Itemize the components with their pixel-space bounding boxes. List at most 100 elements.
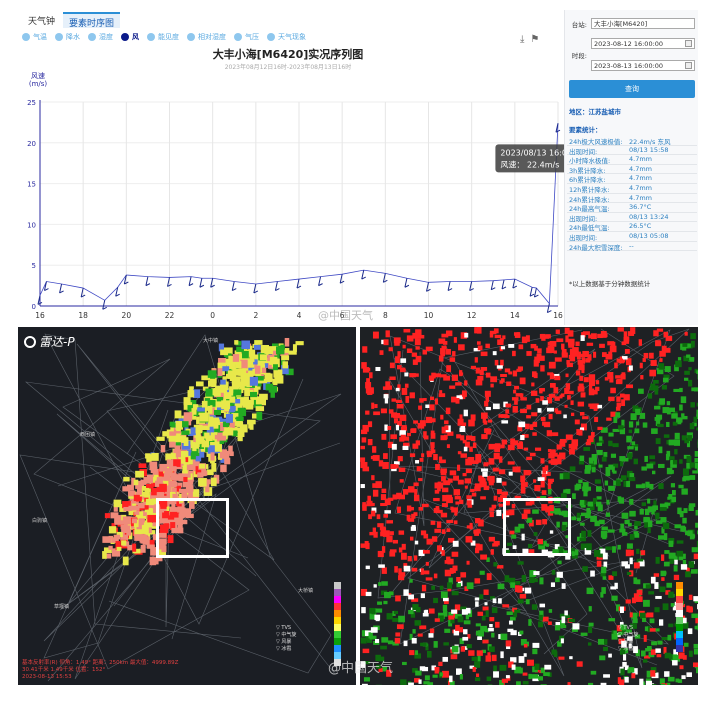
- element-toggle[interactable]: 相对湿度: [187, 32, 226, 42]
- velocity-cell: [390, 464, 396, 469]
- velocity-cell: [500, 374, 507, 378]
- boundary-line: [44, 333, 304, 639]
- velocity-cell: [408, 682, 414, 685]
- calendar-icon[interactable]: [685, 62, 692, 69]
- velocity-cell: [471, 656, 478, 661]
- velocity-cell: [532, 578, 538, 583]
- velocity-cell: [646, 463, 654, 469]
- velocity-cell: [459, 414, 463, 421]
- velocity-cell: [567, 338, 575, 346]
- velocity-cell: [381, 567, 387, 574]
- velocity-cell: [444, 425, 449, 431]
- velocity-cell: [608, 432, 614, 437]
- velocity-cell: [586, 342, 594, 346]
- element-toggle[interactable]: 能见度: [147, 32, 179, 42]
- velocity-cell: [521, 434, 529, 438]
- velocity-cell: [604, 480, 609, 486]
- echo-cell: [219, 439, 225, 445]
- velocity-cell: [505, 403, 512, 408]
- velocity-cell: [411, 513, 416, 519]
- velocity-cell: [479, 369, 484, 376]
- echo-cell: [147, 514, 157, 523]
- velocity-cell: [399, 479, 404, 483]
- velocity-cell: [628, 421, 634, 428]
- echo-cell: [195, 426, 202, 434]
- velocity-cell: [378, 582, 382, 586]
- query-button[interactable]: 查询: [569, 80, 695, 98]
- velocity-cell: [384, 424, 388, 431]
- time-start-input[interactable]: 2023-08-12 16:00:00: [591, 38, 695, 49]
- velocity-cell: [561, 583, 566, 589]
- velocity-cell: [563, 489, 568, 493]
- velocity-cell: [594, 549, 601, 557]
- element-toggle[interactable]: 气温: [22, 32, 47, 42]
- velocity-cell: [474, 483, 482, 488]
- velocity-cell: [695, 667, 698, 674]
- velocity-cell: [456, 395, 463, 400]
- velocity-cell: [620, 523, 624, 529]
- echo-cell: [170, 522, 176, 531]
- velocity-cell: [621, 531, 628, 536]
- echo-cell: [134, 510, 140, 515]
- wind-barb-flag: [534, 294, 539, 298]
- velocity-cell: [575, 341, 580, 347]
- echo-cell: [181, 455, 186, 464]
- velocity-cell: [547, 341, 553, 346]
- velocity-cell: [689, 423, 695, 430]
- velocity-cell: [570, 443, 578, 450]
- velocity-cell: [445, 330, 453, 337]
- calendar-icon[interactable]: [685, 40, 692, 47]
- velocity-cell: [689, 462, 695, 468]
- velocity-cell: [592, 497, 598, 505]
- velocity-cell: [591, 467, 596, 473]
- velocity-cell: [534, 356, 540, 363]
- stats-value: 4.7mm: [629, 183, 653, 192]
- toolbox-icon[interactable]: ⚑: [530, 34, 540, 45]
- velocity-cell: [419, 457, 424, 462]
- stats-value: --: [629, 241, 634, 250]
- station-input[interactable]: 大丰小海[M6420]: [591, 18, 695, 29]
- velocity-cell: [395, 595, 401, 602]
- download-icon[interactable]: ⤓: [520, 34, 525, 45]
- velocity-cell: [679, 404, 683, 411]
- element-toggle[interactable]: 气压: [234, 32, 259, 42]
- echo-cell: [115, 541, 121, 550]
- element-toggle[interactable]: 风: [121, 32, 139, 42]
- time-end-input[interactable]: 2023-08-13 16:00:00: [591, 60, 695, 71]
- velocity-cell: [565, 555, 571, 560]
- tab-element-timeseries[interactable]: 要素时序图: [63, 12, 121, 29]
- echo-cell: [255, 406, 265, 412]
- wind-barb: [361, 269, 365, 280]
- echo-cell: [174, 445, 181, 450]
- y-tick-label: 0: [32, 303, 36, 311]
- velocity-cell: [631, 597, 636, 604]
- velocity-cell: [455, 382, 462, 386]
- element-toggle[interactable]: 湿度: [88, 32, 113, 42]
- velocity-cell: [395, 399, 402, 404]
- velocity-cell: [564, 404, 568, 408]
- velocity-cell: [387, 640, 394, 645]
- velocity-cell: [620, 624, 627, 631]
- velocity-cell: [653, 500, 657, 507]
- velocity-cell: [626, 384, 633, 389]
- element-toggle[interactable]: 降水: [55, 32, 80, 42]
- velocity-cell: [420, 530, 427, 536]
- velocity-cell: [360, 661, 366, 668]
- velocity-cell: [483, 589, 489, 595]
- velocity-cell: [489, 623, 493, 628]
- velocity-cell: [425, 643, 429, 651]
- velocity-cell: [511, 664, 516, 670]
- velocity-cell: [571, 553, 578, 559]
- element-toggle[interactable]: 天气现象: [267, 32, 306, 42]
- velocity-cell: [670, 461, 677, 468]
- velocity-cell: [580, 335, 585, 341]
- tooltip-box: [495, 144, 564, 173]
- velocity-cell: [381, 546, 386, 553]
- velocity-cell: [656, 328, 664, 332]
- velocity-cell: [629, 557, 633, 565]
- velocity-cell: [398, 615, 405, 623]
- velocity-cell: [564, 610, 568, 616]
- velocity-cell: [624, 348, 630, 354]
- velocity-cell: [672, 459, 678, 465]
- tab-weather-clock[interactable]: 天气钟: [28, 17, 56, 27]
